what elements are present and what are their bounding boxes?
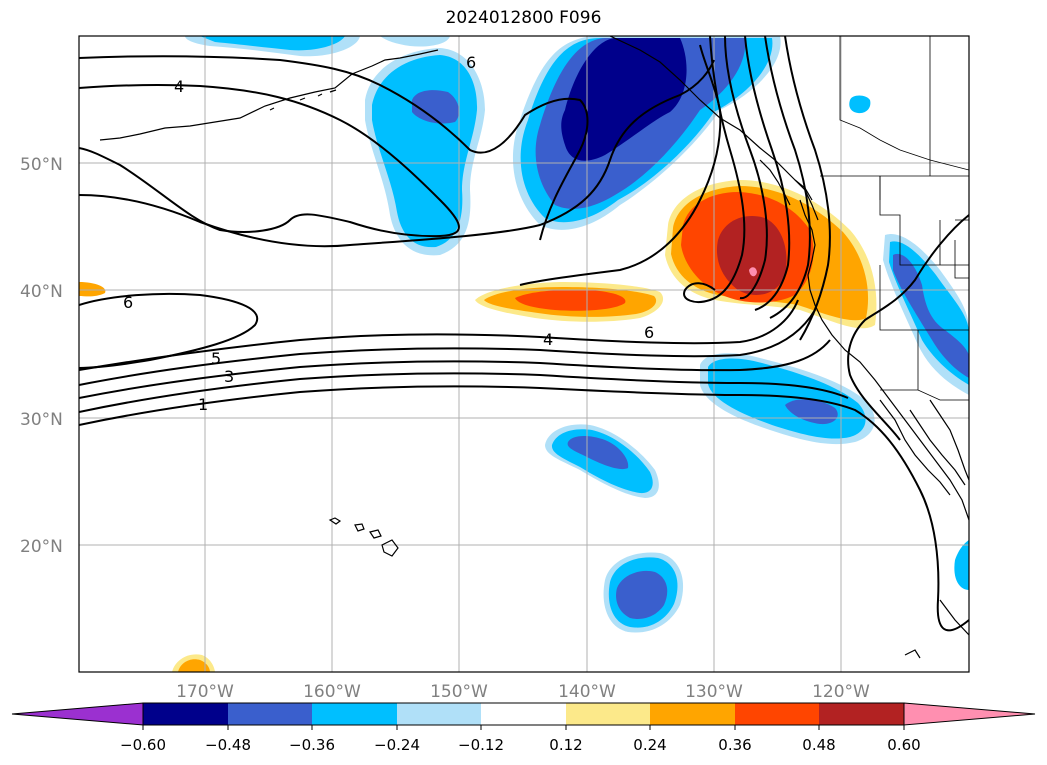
anomaly-region-small (849, 95, 871, 114)
colorbar-segment (735, 703, 819, 725)
coastline-mexico (939, 599, 969, 636)
contour-line-ridge (724, 36, 768, 300)
colorbar: −0.60 −0.48 −0.36 −0.24 −0.12 0.12 0.24 … (11, 702, 1036, 754)
contour-line-5 (79, 299, 799, 371)
anomaly-region-west-edge (79, 282, 106, 297)
coastline-aleutians (269, 89, 337, 111)
contour-label: 6 (644, 323, 654, 342)
contour-labels: 4 6 6 4 6 5 3 1 (123, 53, 654, 414)
colorbar-segment (228, 703, 312, 725)
longitude-label: 170°W (176, 682, 234, 702)
anomaly-region-zonal-band (515, 289, 626, 311)
coastline-hawaii (328, 517, 399, 557)
contour-line-trough (519, 44, 722, 286)
contour-label: 1 (198, 395, 208, 414)
latitude-label: 30°N (20, 410, 63, 430)
map-panel: 4 6 6 4 6 5 3 1 (79, 36, 969, 672)
contour-line-6 (79, 292, 258, 369)
coastline-alaska (99, 49, 439, 141)
anomaly-region-bering (200, 36, 345, 51)
latitude-label: 50°N (20, 155, 63, 175)
colorbar-segment (566, 703, 650, 725)
colorbar-segment (312, 703, 397, 725)
gridlines (79, 36, 969, 672)
contour-line-4-north (79, 83, 460, 238)
latitude-labels: 50°N 40°N 30°N 20°N (20, 155, 63, 557)
contour-line-ridge (683, 36, 746, 303)
anomaly-region-aleutians (412, 90, 460, 124)
anomaly-region-south (178, 659, 210, 672)
coastline-mexico (904, 649, 921, 659)
colorbar-tick-label: 0.48 (802, 736, 835, 754)
map-title: 2024012800 F096 (445, 8, 602, 28)
coastline-west-coast (799, 199, 969, 521)
latitude-label: 40°N (20, 282, 63, 302)
map-frame (78, 35, 970, 673)
colorbar-tick-label: 0.60 (887, 736, 920, 754)
contour-line-6-north (79, 59, 715, 248)
contour-label: 3 (224, 367, 234, 386)
colorbar-extend-max (903, 702, 1036, 726)
longitude-label: 130°W (685, 682, 743, 702)
contour-label: 6 (466, 53, 476, 72)
longitude-labels: 170°W 160°W 150°W 140°W 130°W 120°W (176, 682, 870, 702)
contour-line-east (847, 214, 969, 441)
longitude-label: 150°W (430, 682, 488, 702)
colorbar-segment (143, 703, 228, 725)
colorbar-extend-min (11, 702, 144, 726)
anomaly-region-california-offshore (749, 267, 757, 277)
border-canada-provinces (879, 36, 931, 200)
contour-label: 4 (174, 77, 184, 96)
colorbar-tick-label: 0.12 (549, 736, 582, 754)
colorbar-tick-label: 0.24 (633, 736, 666, 754)
coastline-gulf-california (929, 399, 969, 481)
contour-lines (79, 36, 969, 632)
coastline-baja (879, 399, 966, 496)
anomaly-region-subtropical (616, 570, 668, 619)
colorbar-tick-label: −0.12 (458, 736, 504, 754)
anomaly-region-gulf-alaska (561, 38, 687, 161)
anomaly-region-edge (954, 540, 969, 590)
contour-line-4 (79, 309, 816, 386)
colorbar-tick-label: 0.36 (718, 736, 751, 754)
contour-line-1 (79, 385, 969, 632)
longitude-label: 160°W (303, 682, 361, 702)
colorbar-segment (819, 703, 904, 725)
contour-line-ridge (784, 36, 831, 341)
longitude-label: 120°W (812, 682, 870, 702)
latitude-label: 20°N (20, 537, 63, 557)
colorbar-tick-label: −0.48 (205, 736, 251, 754)
colorbar-tick-label: −0.36 (289, 736, 335, 754)
colorbar-segment (650, 703, 735, 725)
contour-line-2 (79, 372, 849, 413)
anomaly-region-mid-pacific (567, 436, 629, 470)
contour-label: 5 (211, 349, 221, 368)
contour-line-ridge (744, 36, 791, 311)
longitude-label: 140°W (558, 682, 616, 702)
contour-line-north-arc (79, 55, 589, 241)
colorbar-segment (481, 703, 566, 725)
anomaly-region-bering (380, 36, 450, 47)
colorbar-tick-label: −0.24 (374, 736, 420, 754)
colorbar-tick-label: −0.60 (120, 736, 166, 754)
colorbar-segment (397, 703, 481, 725)
contour-label: 6 (123, 293, 133, 312)
contour-label: 4 (543, 330, 553, 349)
colorbar-ticks (142, 725, 905, 730)
border-us-mexico (880, 389, 969, 401)
contour-line-ridge (764, 36, 811, 319)
contour-line-3 (79, 339, 831, 399)
